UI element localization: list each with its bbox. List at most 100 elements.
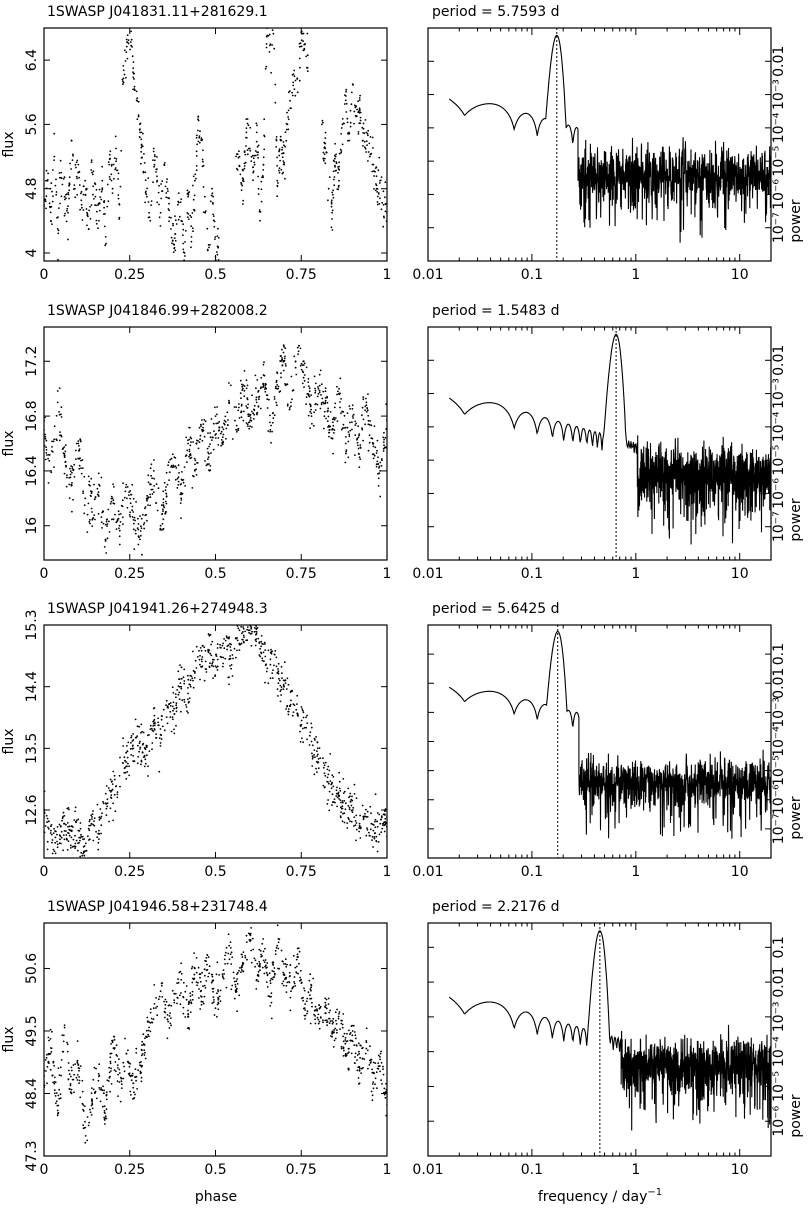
data-point xyxy=(367,151,370,153)
data-point xyxy=(55,193,58,196)
data-point xyxy=(226,645,229,648)
data-point xyxy=(109,1090,111,1093)
data-point xyxy=(112,499,115,502)
data-point xyxy=(89,818,91,821)
data-point xyxy=(168,702,171,705)
data-point xyxy=(104,792,107,795)
data-point xyxy=(351,795,353,798)
data-point xyxy=(189,685,192,688)
data-point xyxy=(213,430,215,432)
data-point xyxy=(74,1063,77,1065)
data-point xyxy=(75,442,78,445)
data-point xyxy=(275,381,278,384)
data-point xyxy=(365,404,368,407)
data-point xyxy=(328,769,331,772)
data-point xyxy=(286,677,289,680)
data-point xyxy=(110,179,113,182)
data-point xyxy=(166,187,169,190)
data-point xyxy=(377,473,379,475)
data-point xyxy=(53,827,55,830)
data-point xyxy=(329,1009,331,1012)
data-point xyxy=(326,1021,328,1024)
data-point xyxy=(294,94,297,97)
data-point xyxy=(250,626,253,629)
data-point xyxy=(191,227,194,230)
data-point xyxy=(143,522,146,524)
data-point xyxy=(212,195,215,198)
data-point xyxy=(386,816,387,818)
data-point xyxy=(99,817,102,820)
data-point xyxy=(195,150,198,153)
data-point xyxy=(184,241,186,243)
data-point xyxy=(212,979,215,981)
data-point xyxy=(70,484,73,487)
data-point xyxy=(273,47,276,50)
data-point xyxy=(155,483,158,486)
data-point xyxy=(270,1017,273,1020)
data-point xyxy=(269,43,272,45)
data-point xyxy=(126,756,129,759)
data-point xyxy=(73,1091,75,1094)
data-point xyxy=(223,958,226,961)
data-point xyxy=(72,845,74,848)
data-point xyxy=(297,956,299,958)
data-point xyxy=(362,439,364,442)
data-point xyxy=(242,626,245,628)
data-point xyxy=(228,399,230,402)
data-point xyxy=(333,157,336,160)
data-point xyxy=(127,494,130,496)
data-point xyxy=(310,408,312,411)
data-point xyxy=(53,159,55,162)
data-point xyxy=(51,839,54,841)
data-point xyxy=(109,778,112,781)
data-point xyxy=(96,493,99,496)
data-point xyxy=(353,122,355,125)
data-point xyxy=(204,987,207,989)
data-point xyxy=(305,66,308,69)
data-point xyxy=(383,1087,386,1090)
data-point xyxy=(74,196,77,199)
data-point xyxy=(208,445,211,448)
data-point xyxy=(108,789,111,792)
data-point xyxy=(168,209,171,212)
data-point xyxy=(105,807,108,810)
data-point xyxy=(122,737,124,740)
data-point xyxy=(170,457,173,460)
data-point xyxy=(301,382,304,385)
data-point xyxy=(176,996,179,999)
data-point xyxy=(243,165,246,167)
data-point xyxy=(334,1011,337,1014)
data-point xyxy=(240,966,243,969)
data-point xyxy=(174,478,177,481)
data-point xyxy=(79,839,81,842)
data-point xyxy=(292,954,295,957)
data-point xyxy=(296,77,299,80)
data-point xyxy=(194,179,196,182)
data-point xyxy=(160,183,163,185)
data-point xyxy=(376,812,379,814)
data-point xyxy=(333,406,336,409)
data-point xyxy=(385,428,387,430)
data-point xyxy=(276,185,279,188)
data-point xyxy=(317,387,320,390)
data-point xyxy=(182,234,184,237)
data-point xyxy=(241,389,244,391)
data-point xyxy=(153,984,156,986)
data-point xyxy=(249,425,252,428)
data-point xyxy=(152,1007,155,1010)
data-point xyxy=(214,236,217,238)
y-tick-label: 5.6 xyxy=(24,113,40,135)
data-point xyxy=(365,1027,368,1030)
data-point xyxy=(238,621,240,623)
data-point xyxy=(153,163,156,166)
data-point xyxy=(238,406,240,409)
data-point xyxy=(349,408,351,410)
data-point xyxy=(349,125,352,128)
data-point xyxy=(380,831,383,834)
data-point xyxy=(286,405,289,407)
data-point xyxy=(213,220,216,223)
frequency-axis-label: frequency / day−1 xyxy=(538,1187,662,1205)
data-point xyxy=(87,475,90,478)
data-point xyxy=(49,1038,52,1040)
data-point xyxy=(257,389,260,392)
